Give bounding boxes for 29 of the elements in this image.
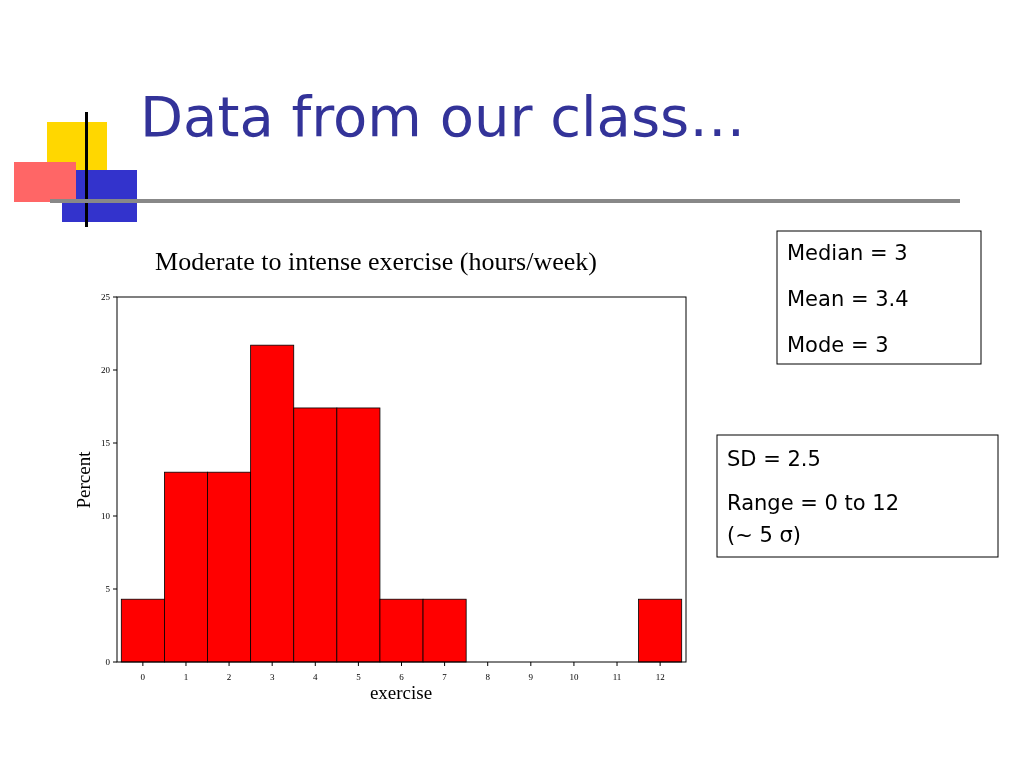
y-tick-label: 25 xyxy=(101,292,111,303)
y-tick-label: 10 xyxy=(101,511,111,522)
chart-title: Data from our class… xyxy=(140,84,746,149)
x-tick-label: 4 xyxy=(313,672,319,682)
y-tick-label: 15 xyxy=(101,438,111,449)
x-tick-label: 9 xyxy=(528,672,534,682)
text: Mode = 3 xyxy=(787,333,889,357)
text: Mean = 3.4 xyxy=(787,287,909,311)
chart-subtitle: Moderate to intense exercise (hours/week) xyxy=(155,247,597,276)
x-tick-label: 8 xyxy=(485,672,491,682)
x-axis-title: exercise xyxy=(369,682,433,703)
x-tick-label: 7 xyxy=(442,672,448,682)
x-tick-label: 6 xyxy=(399,672,405,682)
x-tick-label: 12 xyxy=(655,672,665,682)
y-axis-title: Percent xyxy=(73,450,94,509)
x-tick-label: 11 xyxy=(612,672,622,682)
y-tick-label: 20 xyxy=(101,365,111,376)
text: Range = 0 to 12 xyxy=(727,491,900,515)
x-tick-label: 10 xyxy=(569,672,579,682)
x-tick-label: 0 xyxy=(140,672,146,682)
y-tick-label: 0 xyxy=(105,657,111,668)
x-tick-label: 1 xyxy=(183,672,189,682)
text: (~ 5 σ) xyxy=(727,523,802,547)
text: SD = 2.5 xyxy=(727,447,821,471)
x-tick-label: 2 xyxy=(226,672,232,682)
x-tick-label: 3 xyxy=(269,672,275,682)
x-tick-label: 5 xyxy=(356,672,362,682)
y-tick-label: 5 xyxy=(105,584,111,595)
text: Median = 3 xyxy=(787,241,908,265)
